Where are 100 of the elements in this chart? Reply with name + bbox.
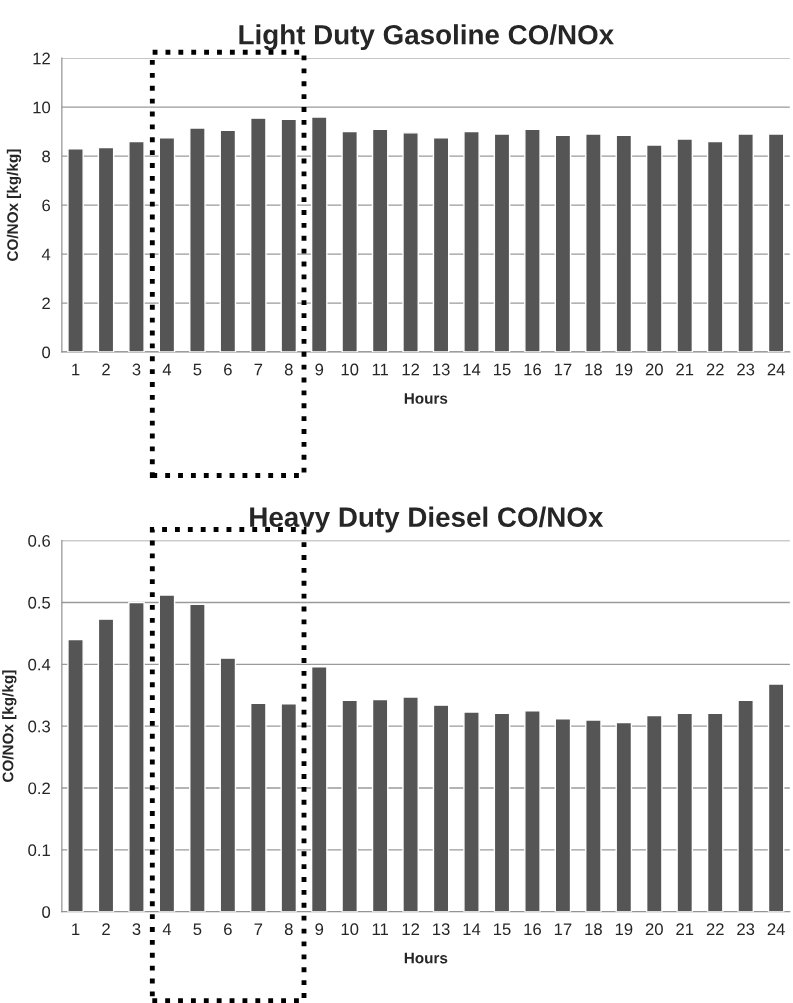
bar [371,698,389,912]
x-tick-label: 17 [554,923,572,935]
x-tick-label: 24 [767,363,785,376]
x-tick-label: 15 [493,923,511,936]
bar [402,132,419,353]
bar [219,129,237,353]
bar [706,712,724,912]
x-tick-label: 20 [645,923,663,936]
bar [463,130,480,353]
x-tick-label: 16 [524,363,541,376]
x-tick-label: 18 [585,923,602,936]
chart-title: Light Duty Gasoline CO/NOx [239,24,614,51]
x-tick-label: 20 [645,363,663,376]
bar [97,146,115,353]
bar [158,594,176,912]
x-axis-title: Hours [404,393,448,404]
bar [432,704,450,912]
y-tick-label: 10 [33,101,51,114]
x-tick-label: 18 [585,363,602,376]
x-tick-label: 6 [224,923,232,936]
x-tick-label: 22 [706,923,724,935]
bar [493,133,511,353]
bar [585,133,602,353]
bar [737,699,754,912]
x-tick-label: 21 [676,363,694,376]
x-tick-label: 2 [102,923,110,935]
y-tick-label: 0 [42,906,51,918]
x-tick-label: 14 [463,363,481,376]
y-axis-title: CO/NOx [kg/kg] [2,670,17,782]
x-tick-label: 15 [493,363,511,376]
y-axis-title: CO/NOx [kg/kg] [6,149,22,261]
bar [250,117,267,353]
x-tick-label: 11 [372,923,388,935]
x-tick-label: 16 [524,923,541,936]
y-tick-label: 0.4 [28,658,51,671]
bar [402,696,419,912]
y-tick-label: 0.5 [28,596,51,609]
x-tick-label: 4 [162,923,172,935]
bar [97,618,115,912]
bar [737,133,754,353]
x-tick-label: 19 [615,363,633,376]
x-tick-label: 10 [341,923,359,936]
bar [585,719,602,912]
x-tick-label: 1 [72,923,80,935]
bar [524,128,541,353]
chart-title: Heavy Duty Diesel CO/NOx [250,506,604,533]
x-tick-label: 17 [554,363,572,376]
x-tick-label: 22 [706,363,724,376]
y-tick-label: 8 [42,150,51,163]
x-tick-label: 5 [193,923,202,936]
y-tick-label: 0.6 [28,535,51,547]
bar [128,601,145,912]
y-tick-label: 2 [42,297,50,310]
bar [128,140,145,353]
y-tick-label: 0.3 [28,720,51,733]
x-tick-label: 23 [737,923,755,936]
x-tick-label: 8 [284,923,293,936]
x-tick-label: 6 [224,363,232,376]
bar [67,148,84,353]
x-tick-label: 11 [372,363,388,376]
bar [219,657,237,912]
x-tick-label: 12 [402,363,420,376]
bar [310,116,328,353]
y-tick-label: 0.1 [28,844,50,857]
bar [767,133,785,353]
bar [371,128,389,353]
x-tick-label: 24 [767,923,785,935]
bar [432,137,450,353]
bar [493,712,511,912]
x-tick-label: 13 [433,923,450,936]
x-tick-label: 1 [72,363,80,376]
x-tick-label: 4 [162,363,172,376]
x-tick-label: 3 [132,923,141,936]
bar [280,703,298,912]
bar [341,699,359,912]
y-tick-label: 0 [42,346,51,359]
bar [676,712,694,912]
x-tick-label: 14 [463,923,481,935]
x-tick-label: 21 [676,923,694,935]
y-tick-label: 12 [33,52,50,65]
x-tick-label: 2 [102,363,110,376]
bar [67,638,84,912]
x-tick-label: 9 [315,923,324,936]
bar [250,702,267,912]
bar [280,118,298,353]
x-tick-label: 3 [132,363,141,376]
y-tick-label: 6 [42,199,51,212]
bar [189,127,206,353]
x-tick-label: 13 [433,363,450,376]
x-tick-label: 10 [341,363,359,376]
bar [554,134,572,353]
x-axis-title: Hours [404,952,448,964]
bar [524,710,541,912]
bar [341,130,359,353]
x-tick-label: 8 [284,363,293,376]
bar [189,603,206,912]
x-tick-label: 7 [254,363,263,376]
bar [645,144,663,353]
bar [463,711,480,912]
bar [615,134,633,353]
